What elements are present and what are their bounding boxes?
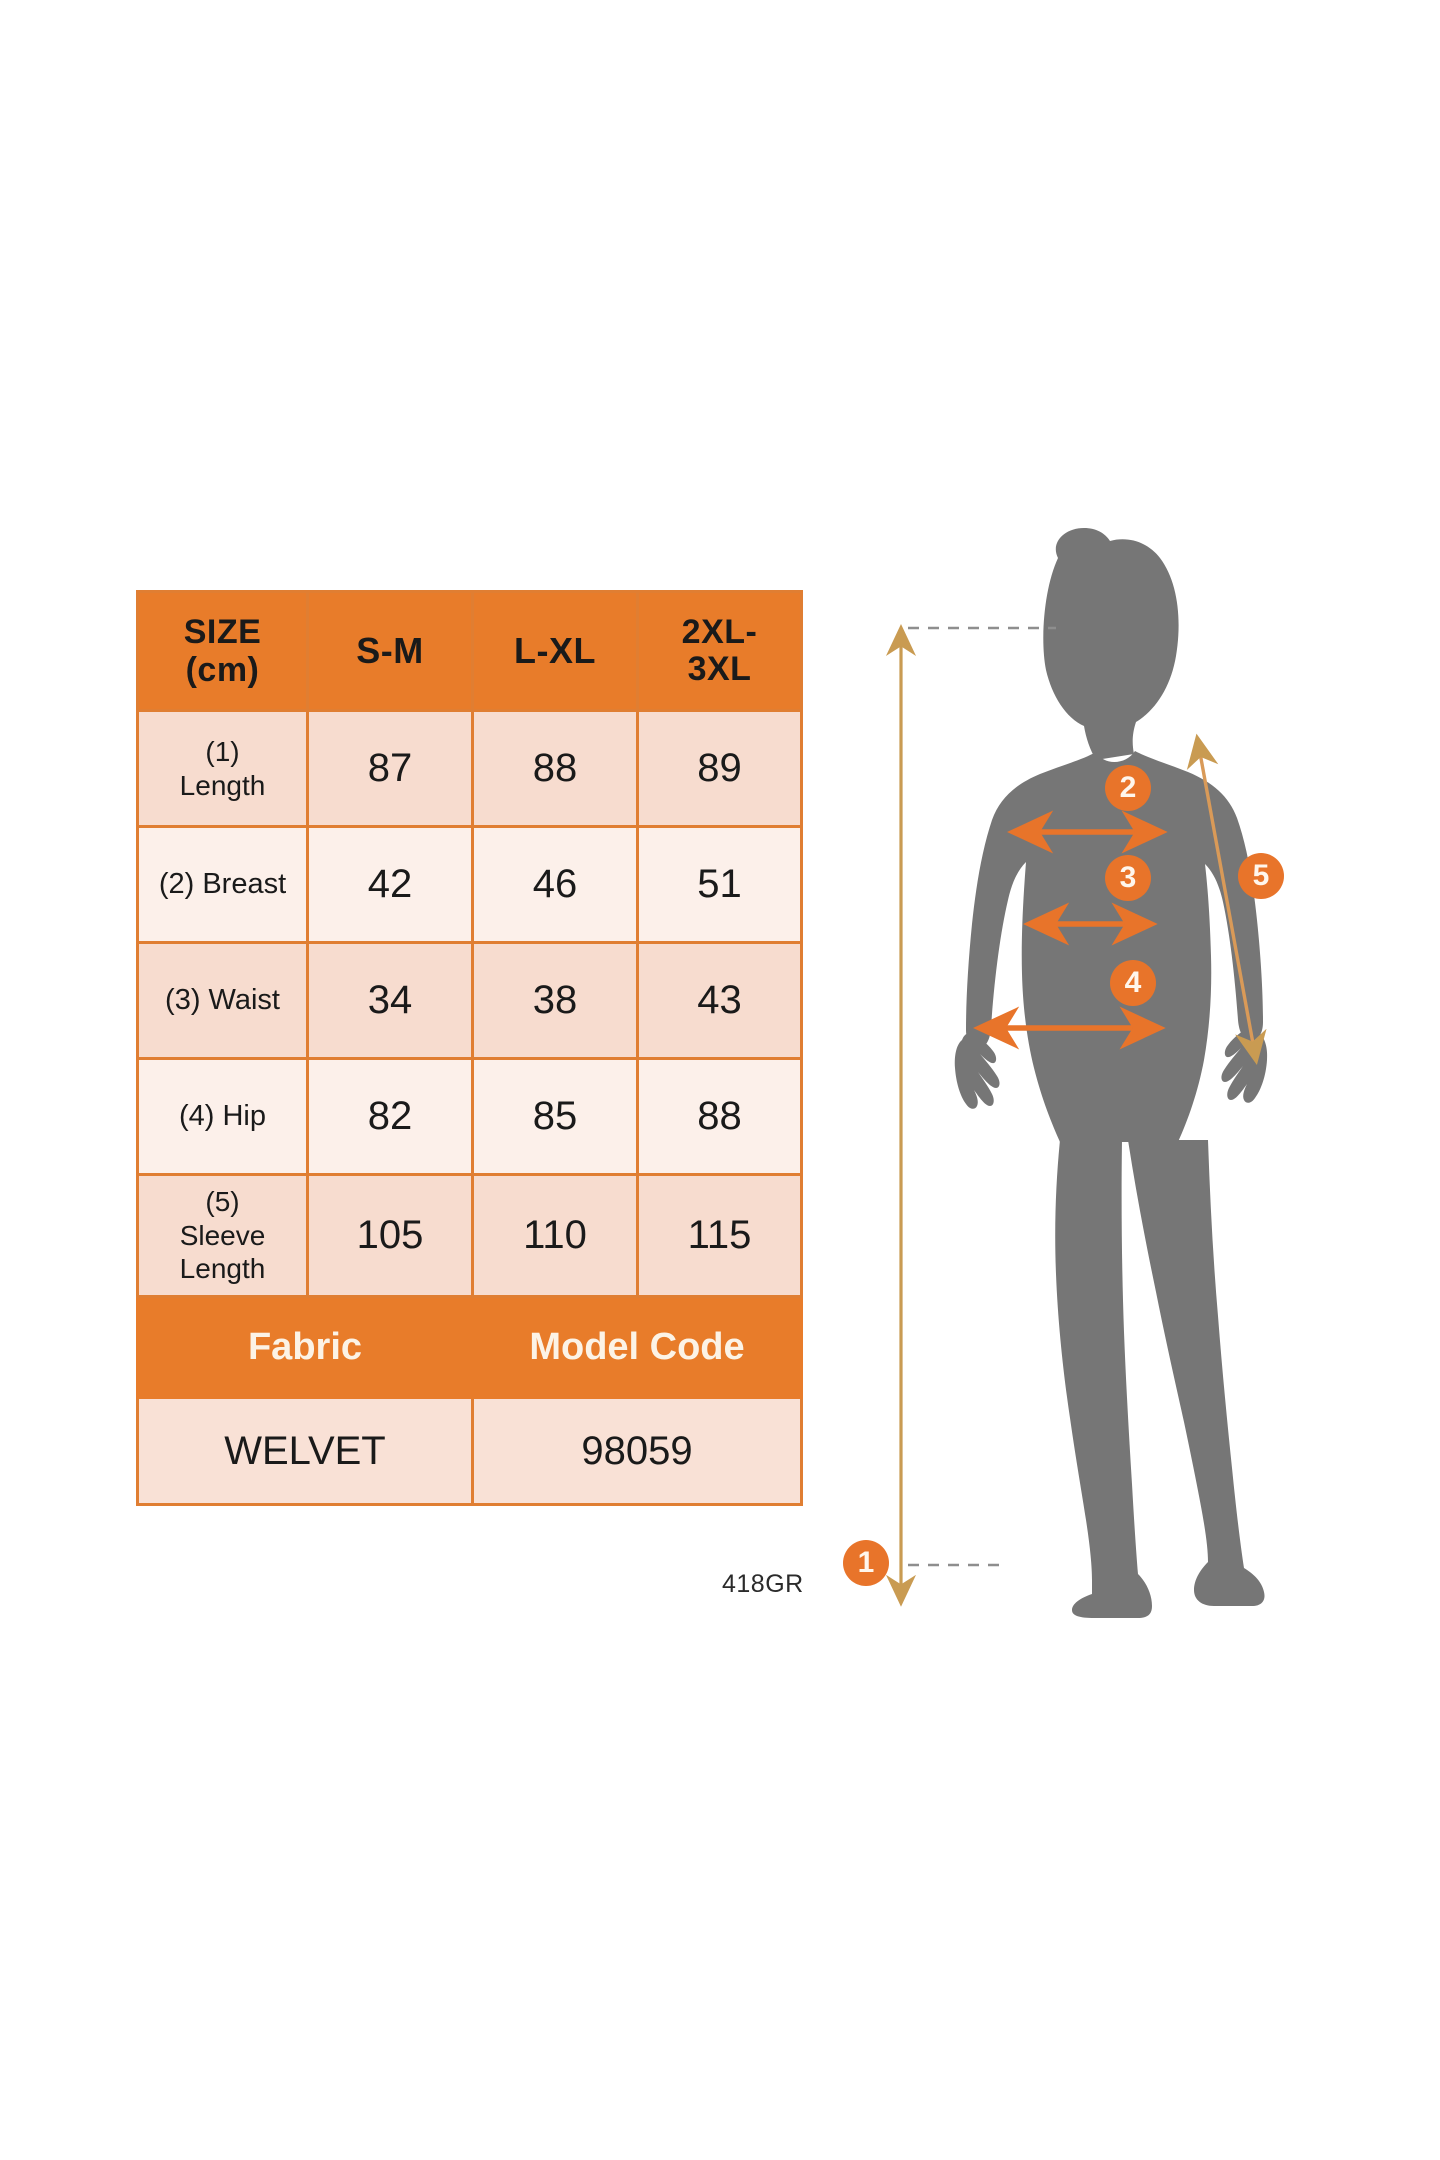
row-label-length: (1) Length: [136, 709, 309, 828]
header-2xl-line2: 3XL: [687, 650, 752, 688]
cell-hip-lxl: 85: [471, 1057, 639, 1176]
cell-model-code-value: 98059: [471, 1396, 803, 1506]
table-subheader-row: Fabric Model Code: [136, 1295, 803, 1399]
measurement-figure: 1 2 3 4 5: [843, 520, 1380, 1630]
arrow-sleeve-diagonal: [1186, 733, 1267, 1066]
row-label-waist: (3) Waist: [136, 941, 309, 1060]
female-silhouette-diagram: [885, 528, 1268, 1618]
cell-hip-sm: 82: [306, 1057, 474, 1176]
cell-length-sm: 87: [306, 709, 474, 828]
table-header-row: SIZE (cm) S-M L-XL 2XL- 3XL: [136, 590, 803, 712]
size-chart-table: SIZE (cm) S-M L-XL 2XL- 3XL (1) Length 8…: [136, 590, 803, 1506]
cell-length-lxl: 88: [471, 709, 639, 828]
badge-3-waist: 3: [1105, 855, 1151, 901]
header-size-line2: (cm): [185, 651, 260, 689]
cell-waist-lxl: 38: [471, 941, 639, 1060]
cell-length-2xl: 89: [636, 709, 803, 828]
badge-1-length: 1: [843, 1540, 889, 1586]
cell-waist-2xl: 43: [636, 941, 803, 1060]
cell-sleeve-sm: 105: [306, 1173, 474, 1298]
row-label-hip: (4) Hip: [136, 1057, 309, 1176]
subheader-model-code: Model Code: [471, 1295, 803, 1399]
cell-breast-sm: 42: [306, 825, 474, 944]
row-label-line2: Length: [179, 769, 266, 801]
product-code-tag: 418GR: [722, 1570, 804, 1598]
header-col-lxl: L-XL: [471, 590, 639, 712]
table-row: (1) Length 87 88 89: [136, 709, 803, 828]
header-col-2xl-3xl: 2XL- 3XL: [636, 590, 803, 712]
table-footer-row: WELVET 98059: [136, 1396, 803, 1506]
header-col-sm: S-M: [306, 590, 474, 712]
body-silhouette-icon: [954, 528, 1268, 1618]
table-row: (3) Waist 34 38 43: [136, 941, 803, 1060]
header-2xl-line1: 2XL-: [681, 612, 758, 651]
cell-waist-sm: 34: [306, 941, 474, 1060]
table-row: (2) Breast 42 46 51: [136, 825, 803, 944]
header-size-line1: SIZE: [183, 612, 262, 651]
badge-5-sleeve-length: 5: [1238, 853, 1284, 899]
row-label-line1: (5): [205, 1186, 240, 1218]
cell-sleeve-2xl: 115: [636, 1173, 803, 1298]
cell-fabric-value: WELVET: [136, 1396, 474, 1506]
cell-sleeve-lxl: 110: [471, 1173, 639, 1298]
row-label-breast: (2) Breast: [136, 825, 309, 944]
header-size-cell: SIZE (cm): [136, 590, 309, 712]
table-row: (4) Hip 82 85 88: [136, 1057, 803, 1176]
measurement-guides: [885, 624, 1267, 1607]
cell-breast-lxl: 46: [471, 825, 639, 944]
row-label-line1: (1): [205, 735, 240, 767]
table-row: (5) Sleeve Length 105 110 115: [136, 1173, 803, 1298]
badge-4-hip: 4: [1110, 960, 1156, 1006]
row-label-line3: Length: [179, 1253, 266, 1285]
cell-hip-2xl: 88: [636, 1057, 803, 1176]
row-label-line2: Sleeve: [179, 1219, 266, 1251]
subheader-fabric: Fabric: [136, 1295, 474, 1399]
row-label-sleeve-length: (5) Sleeve Length: [136, 1173, 309, 1298]
badge-2-breast: 2: [1105, 765, 1151, 811]
cell-breast-2xl: 51: [636, 825, 803, 944]
